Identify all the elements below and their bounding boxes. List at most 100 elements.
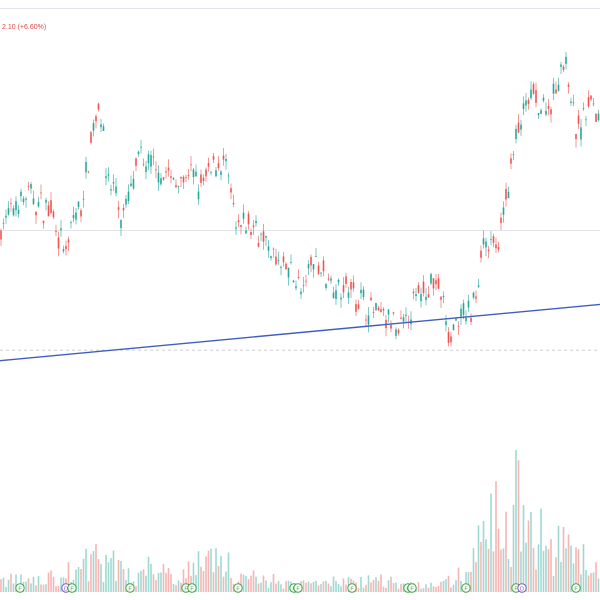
volume-bar [257, 583, 260, 592]
volume-bar [50, 570, 52, 592]
volume-bar [242, 574, 245, 592]
candle-body [387, 309, 390, 315]
candle-body [377, 307, 380, 311]
volume-bar [385, 587, 387, 592]
volume-bar [395, 582, 397, 592]
candle-body [415, 294, 417, 296]
volume-bar [287, 580, 290, 592]
candle-body [405, 314, 407, 317]
volume-bar [135, 586, 137, 592]
candle-body [372, 312, 375, 313]
candle-body [440, 296, 442, 300]
event-marker[interactable]: F [125, 583, 135, 593]
volume-bar [182, 569, 185, 592]
trendline[interactable] [0, 303, 600, 362]
candle-body [470, 317, 472, 322]
volume-bar [127, 568, 130, 592]
candle-body [565, 56, 567, 64]
event-marker[interactable]: F [15, 583, 25, 593]
volume-bar [192, 562, 195, 592]
candle-body [327, 278, 330, 280]
candle-body [462, 303, 465, 315]
volume-bar [120, 561, 122, 592]
event-marker[interactable]: F [407, 583, 417, 593]
volume-bar [585, 569, 587, 592]
volume-bar [510, 566, 512, 592]
event-marker[interactable]: F [187, 583, 197, 593]
candle-body [400, 317, 402, 319]
volume-bar [472, 548, 475, 592]
candle-body [265, 235, 267, 238]
candle-body [345, 276, 347, 284]
candle-body [187, 175, 190, 176]
candle-body [340, 297, 342, 300]
candle-body [375, 303, 377, 311]
volume-bar [332, 576, 335, 592]
volume-bar [497, 528, 500, 592]
volume-bar [307, 581, 310, 592]
volume-bar [550, 539, 552, 592]
candle-body [587, 97, 590, 107]
candle-body [40, 192, 42, 194]
volume-bar [532, 547, 535, 592]
volume-bar [225, 571, 227, 592]
volume-bar [467, 572, 470, 592]
event-marker[interactable]: F [233, 583, 243, 593]
volume-bar [112, 550, 115, 592]
candle-body [520, 124, 522, 130]
event-marker[interactable]: D [517, 583, 527, 593]
volume-bar [365, 584, 367, 592]
event-marker-label: F [574, 587, 578, 593]
volume-bar [557, 525, 560, 592]
volume-bar [10, 573, 12, 592]
candle-body [542, 97, 545, 101]
volume-bar [312, 581, 315, 592]
candle-body [492, 236, 495, 243]
candle-body [102, 126, 105, 131]
candle-body [35, 211, 37, 216]
volume-bar [280, 584, 282, 592]
volume-bar [370, 582, 372, 592]
volume-bar [337, 584, 340, 592]
candle-body [535, 90, 537, 103]
volume-bar [187, 561, 190, 592]
volume-bar [487, 548, 490, 592]
volume-bar [500, 549, 502, 592]
candle-body [370, 297, 372, 301]
candle-body [300, 291, 302, 295]
candle-body [490, 238, 492, 240]
event-marker[interactable]: F [571, 583, 581, 593]
volume-bar [102, 582, 105, 592]
candle-body [567, 84, 570, 87]
candle-body [350, 281, 352, 290]
volume-bar [535, 569, 537, 592]
volume-bar [82, 558, 85, 592]
volume-bar [345, 584, 347, 592]
volume-bar [115, 581, 117, 592]
candle-body [305, 280, 307, 282]
volume-bar [87, 581, 90, 592]
candle-body [145, 166, 147, 173]
event-marker[interactable]: F [67, 583, 77, 593]
candle-body [295, 286, 297, 289]
candle-body [392, 312, 395, 314]
event-marker-label: F [18, 587, 22, 593]
candle-body [192, 169, 195, 178]
volume-bar [470, 571, 472, 592]
volume-bar [27, 578, 30, 592]
candle-body [5, 215, 7, 218]
event-marker[interactable]: F [461, 583, 471, 593]
volume-bar [100, 564, 102, 592]
volume-bar [452, 584, 455, 592]
candle-body [15, 201, 17, 211]
event-marker-circle [571, 583, 581, 593]
candle-body [297, 276, 300, 278]
event-marker[interactable]: F [293, 583, 303, 593]
candle-body [357, 304, 360, 309]
volume-bar [522, 505, 525, 592]
candle-body [147, 154, 150, 164]
event-marker[interactable]: F [347, 583, 357, 593]
candle-body [540, 110, 542, 114]
candle-body [342, 285, 345, 293]
